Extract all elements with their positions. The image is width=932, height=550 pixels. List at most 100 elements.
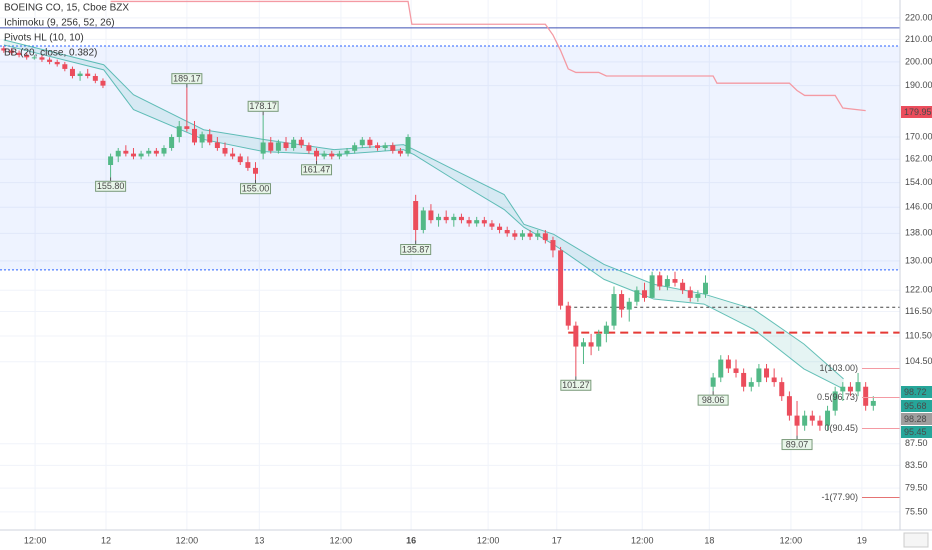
candle-body: [817, 420, 823, 426]
candle-body: [199, 134, 205, 143]
candle-body: [680, 282, 686, 291]
candle-body: [100, 80, 106, 86]
candle-body: [169, 137, 175, 149]
pivot-box: [781, 439, 813, 451]
y-tick-label: 87.50: [905, 438, 928, 448]
x-tick-label: 12: [101, 535, 111, 545]
candle-body: [512, 233, 518, 237]
pivot-label: 178.17: [249, 101, 277, 111]
candle-body: [535, 233, 541, 237]
candle-body: [237, 156, 243, 163]
candle-body: [39, 57, 45, 60]
candle-body: [840, 386, 846, 392]
candle-body: [1, 48, 7, 51]
y-tick-label: 75.50: [905, 506, 928, 516]
candle-body: [115, 150, 121, 157]
candle-body: [253, 167, 259, 174]
candle-body: [504, 229, 510, 234]
candle-body: [741, 372, 747, 387]
candle-body: [703, 282, 709, 295]
candle-body: [863, 386, 869, 406]
candle-body: [268, 142, 274, 151]
pivot-box: [697, 394, 729, 406]
candle-body: [596, 333, 602, 347]
candle-body: [367, 139, 373, 146]
y-tick-label: 116.50: [905, 306, 932, 316]
candle-body: [733, 368, 739, 373]
candle-body: [794, 415, 800, 426]
candle-body: [283, 142, 289, 149]
legend-bb: BB (20, close, 0.382): [4, 48, 97, 59]
y-tick-label: 122.00: [905, 285, 932, 295]
settings-button[interactable]: [903, 532, 929, 548]
candle-body: [641, 290, 647, 298]
candle-body: [695, 294, 701, 298]
y-tick-label: 146.00: [905, 202, 932, 212]
candle-body: [443, 216, 449, 221]
candle-body: [31, 57, 37, 59]
candle-body: [657, 275, 663, 287]
candle-body: [130, 153, 136, 157]
candle-body: [458, 216, 464, 221]
candle-body: [230, 153, 236, 157]
candle-body: [260, 142, 266, 154]
candle-body: [153, 150, 159, 154]
candle-body: [481, 220, 487, 224]
candle-body: [138, 153, 144, 157]
x-tick-label: 16: [406, 535, 416, 545]
legend-symbol: BOEING CO, 15, Cboe BZX: [4, 3, 129, 14]
plot-area: [0, 0, 900, 530]
x-tick-label: 18: [704, 535, 714, 545]
candle-body: [847, 386, 853, 392]
candle-body: [321, 153, 327, 157]
candle-body: [558, 250, 564, 306]
candle-body: [542, 233, 548, 241]
candle-body: [436, 216, 442, 221]
candle-body: [687, 290, 693, 298]
x-tick-label: 12:00: [477, 535, 500, 545]
y-tick-label: 154.00: [905, 177, 932, 187]
y-tick-label: 79.50: [905, 482, 928, 492]
candle-body: [855, 382, 861, 392]
candle-body: [718, 359, 724, 378]
candle-body: [420, 210, 426, 230]
candle-body: [314, 150, 320, 157]
candle-body: [191, 128, 197, 143]
candle-body: [764, 368, 770, 378]
cloud-upper: [3, 39, 844, 380]
candle-body: [626, 301, 632, 310]
x-tick-label: 19: [857, 535, 867, 545]
candle-body: [588, 342, 594, 347]
pivot-box: [301, 164, 333, 176]
candle-body: [779, 382, 785, 397]
candle-body: [214, 142, 220, 149]
candle-body: [580, 342, 586, 347]
candle-body: [748, 382, 754, 387]
candle-body: [54, 61, 60, 65]
pivot-label: 189.17: [173, 74, 201, 84]
candle-body: [809, 415, 815, 421]
candle-body: [405, 137, 411, 154]
range-band: [0, 46, 900, 270]
price-tag: [901, 400, 932, 412]
candle-body: [146, 150, 152, 154]
candle-body: [870, 400, 876, 406]
x-tick-label: 12:00: [176, 535, 199, 545]
y-tick-label: 110.50: [905, 330, 932, 340]
candle-body: [382, 145, 388, 149]
candle-body: [756, 368, 762, 383]
candle-body: [550, 240, 556, 251]
pivot-label: 161.47: [303, 165, 331, 175]
pivot-label: 155.80: [97, 181, 125, 191]
candle-body: [336, 153, 342, 157]
candle-body: [451, 216, 457, 221]
x-tick-label: 17: [552, 535, 562, 545]
y-tick-label: 170.00: [905, 131, 932, 141]
price-tag-label: 95.45: [904, 427, 927, 437]
cloud-lower: [3, 44, 844, 390]
candle-body: [275, 142, 281, 151]
fib-label: 0.5(96.73): [817, 392, 858, 402]
price-tag: [901, 386, 932, 398]
candle-body: [92, 76, 98, 81]
y-tick-label: 190.00: [905, 80, 932, 90]
